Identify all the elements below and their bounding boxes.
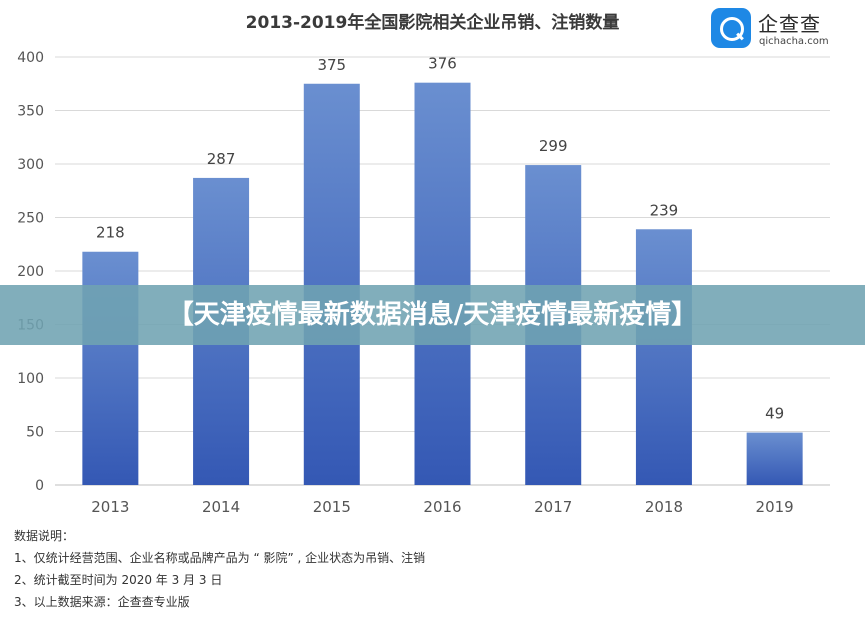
data-label-2014: 287: [207, 150, 236, 168]
x-tick-label: 2015: [313, 498, 351, 516]
bar-2016: [414, 82, 471, 486]
bar-2019: [746, 432, 803, 485]
data-label-2019: 49: [765, 405, 784, 423]
data-label-2013: 218: [96, 224, 125, 242]
data-label-2017: 299: [539, 137, 568, 155]
notes-line-2: 2、统计截至时间为 2020 年 3 月 3 日: [14, 573, 223, 587]
x-tick-label: 2014: [202, 498, 240, 516]
notes-line-1: 1、仅统计经营范围、企业名称或品牌产品为 “ 影院” , 企业状态为吊销、注销: [14, 551, 426, 565]
logo-domain: qichacha.com: [759, 36, 829, 47]
y-tick-label: 50: [26, 425, 44, 441]
y-tick-label: 300: [17, 157, 44, 173]
chart-title: 2013-2019年全国影院相关企业吊销、注销数量: [245, 13, 620, 33]
x-tick-label: 2019: [756, 498, 794, 516]
qichacha-logo-icon: [711, 8, 751, 48]
headline-banner: 【天津疫情最新数据消息/天津疫情最新疫情】: [0, 285, 865, 345]
bar-2015: [303, 83, 360, 485]
data-notes: 数据说明： 1、仅统计经营范围、企业名称或品牌产品为 “ 影院” , 企业状态为…: [14, 525, 425, 613]
qichacha-logo: 企查查 qichacha.com: [711, 8, 841, 52]
x-tick-label: 2013: [91, 498, 129, 516]
y-tick-label: 250: [17, 211, 44, 227]
y-tick-label: 100: [17, 371, 44, 387]
logo-name: 企查查: [758, 12, 821, 36]
data-labels: 218 287 375 376 299 239 49: [96, 55, 784, 423]
y-tick-label: 350: [17, 104, 44, 120]
x-tick-label: 2018: [645, 498, 683, 516]
data-label-2015: 375: [317, 56, 346, 74]
y-tick-label: 400: [17, 50, 44, 66]
y-axis-ticks: 050100150200250300350400: [17, 50, 44, 494]
notes-heading: 数据说明：: [14, 529, 75, 543]
banner-text: 【天津疫情最新数据消息/天津疫情最新疫情】: [167, 300, 698, 330]
x-tick-label: 2017: [534, 498, 572, 516]
data-label-2016: 376: [428, 55, 457, 73]
y-tick-label: 200: [17, 264, 44, 280]
x-axis-ticks: 2013 2014 2015 2016 2017 2018 2019: [91, 498, 793, 516]
bars: [82, 82, 803, 486]
y-tick-label: 0: [35, 478, 44, 494]
data-label-2018: 239: [650, 201, 679, 219]
notes-line-3: 3、以上数据来源：企查查专业版: [14, 595, 190, 609]
x-tick-label: 2016: [423, 498, 461, 516]
bar-2018: [635, 229, 692, 485]
